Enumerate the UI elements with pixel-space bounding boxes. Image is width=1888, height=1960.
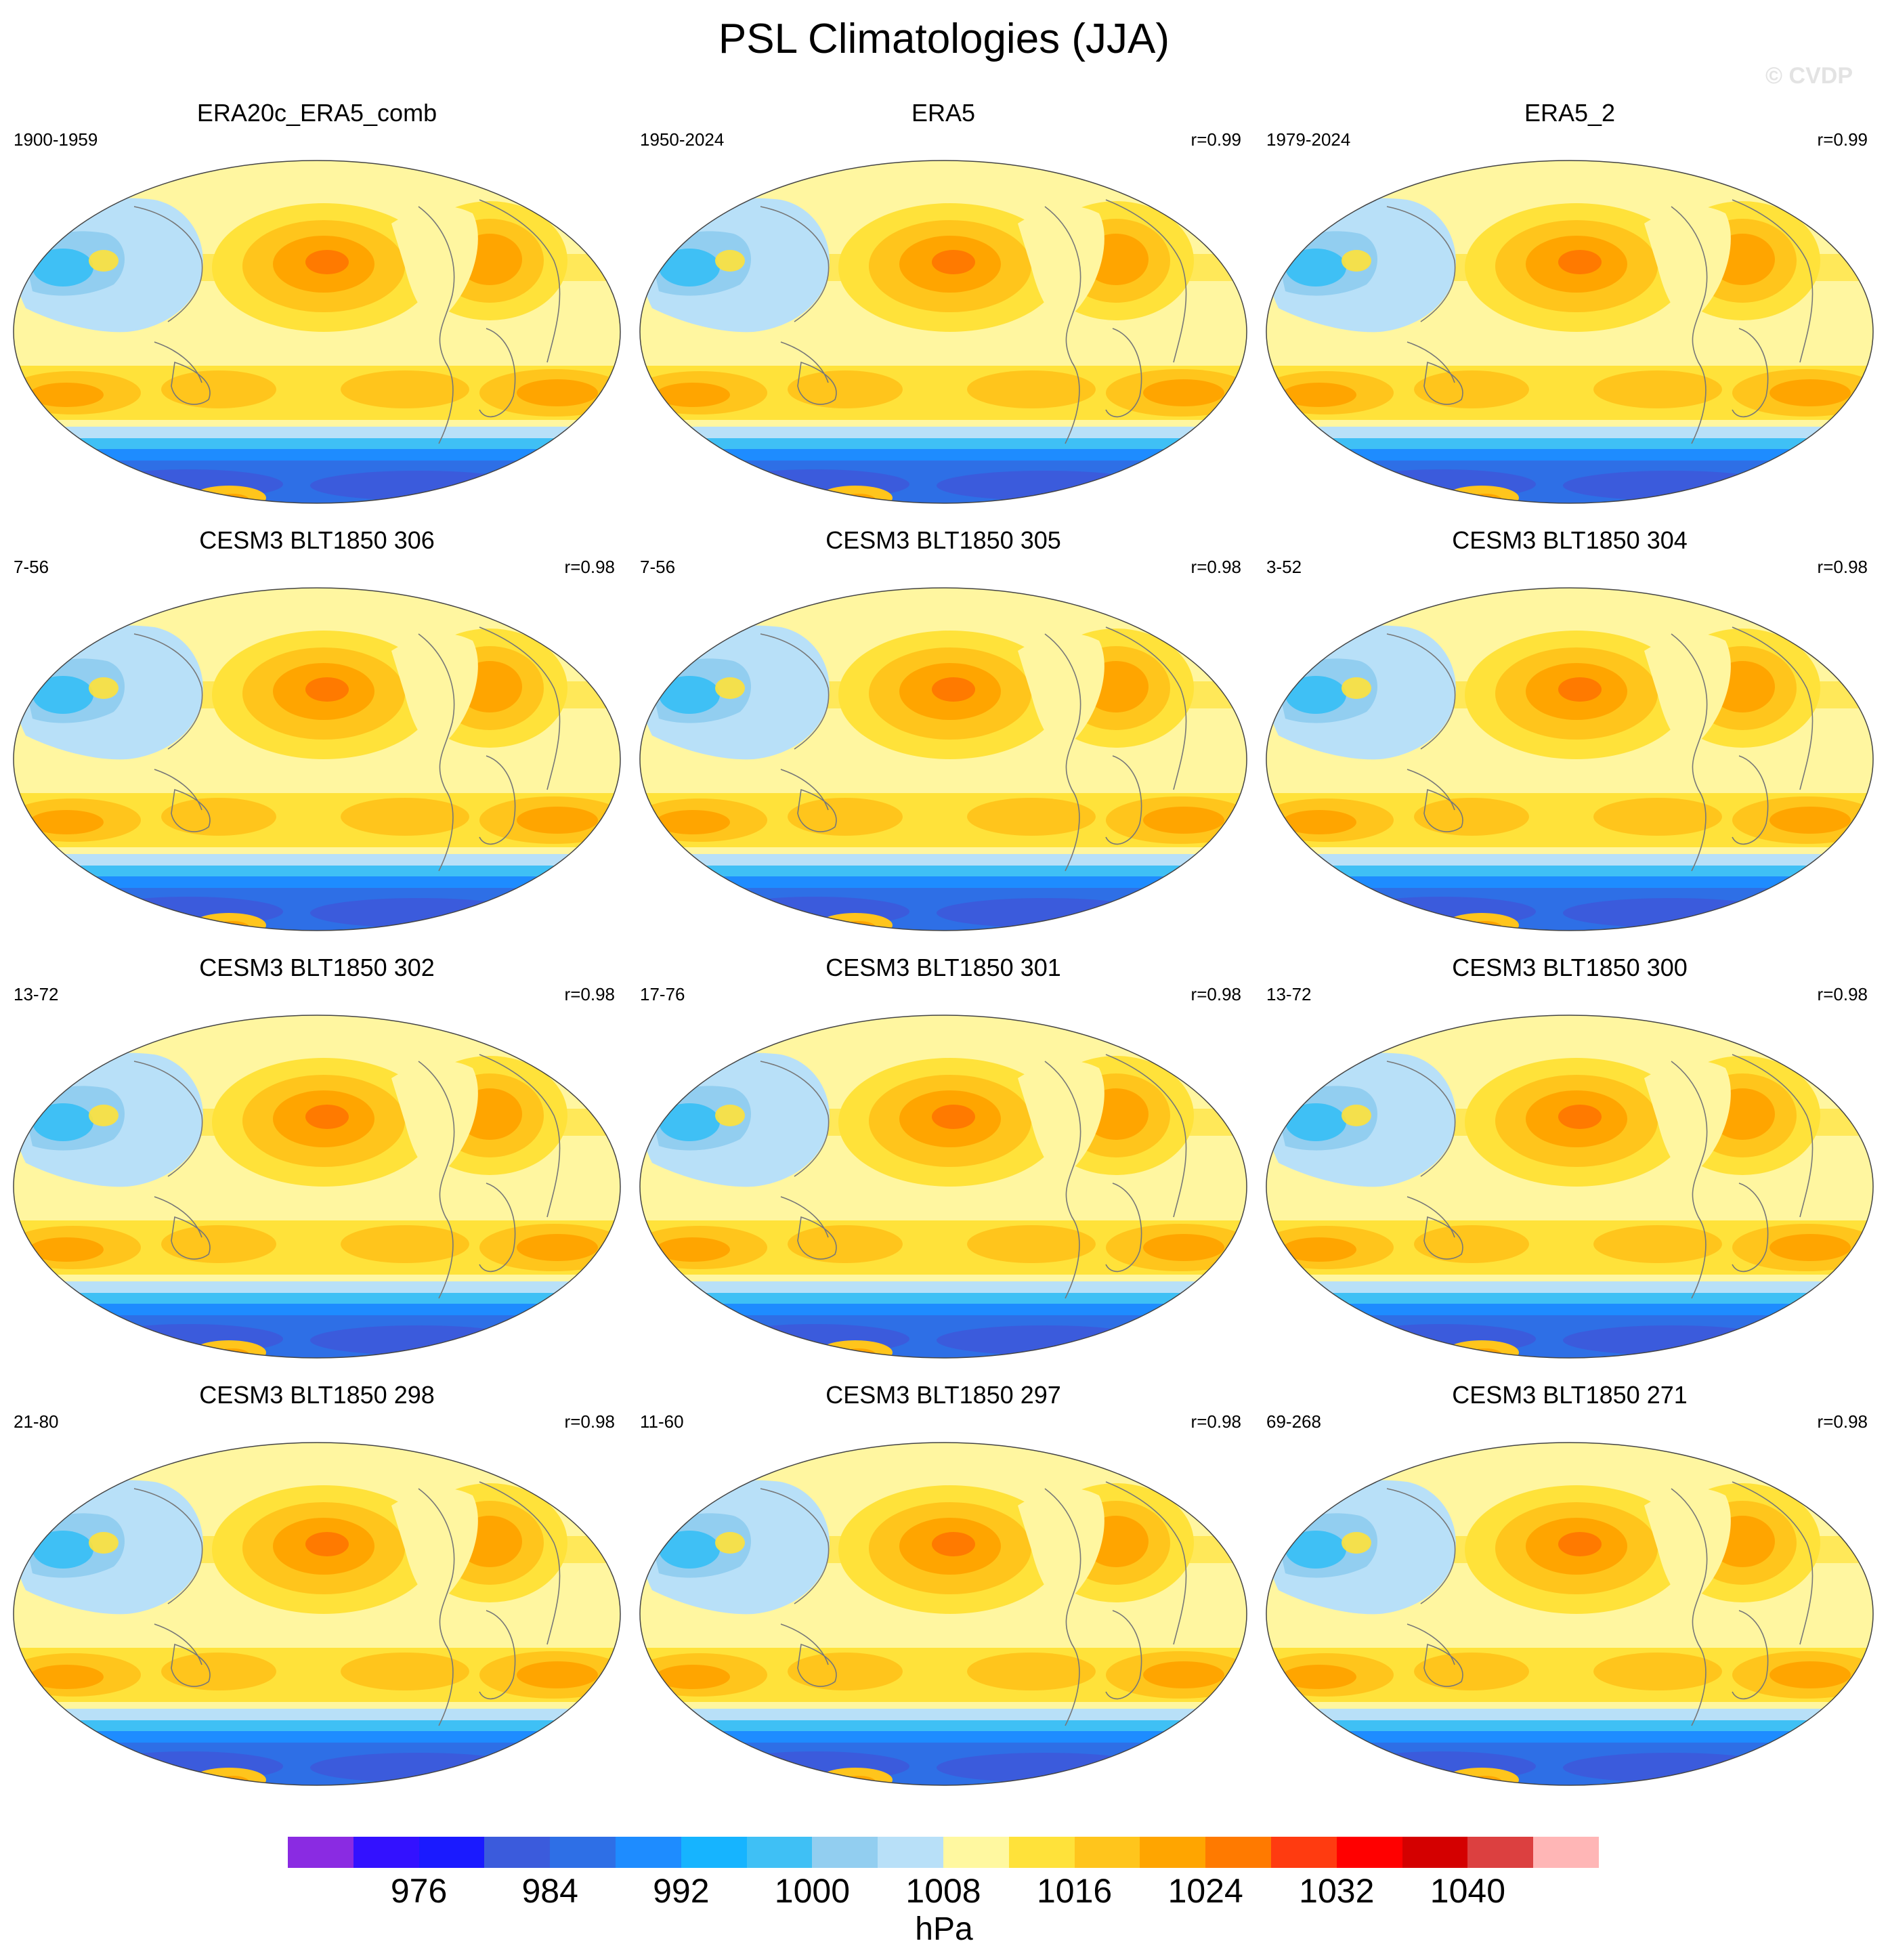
map-panel: CESM3 BLT1850 298 21-80 r=0.98	[12, 1380, 622, 1787]
colorbar-swatch	[878, 1837, 944, 1868]
map-panel: CESM3 BLT1850 302 13-72 r=0.98	[12, 953, 622, 1359]
panel-period: 21-80	[14, 1411, 59, 1432]
colorbar-swatch	[746, 1837, 813, 1868]
panel-correlation: r=0.98	[1817, 984, 1868, 1004]
colorbar-tick-label: 1040	[1430, 1872, 1506, 1910]
colorbar-swatch	[1402, 1837, 1468, 1868]
panel-title: ERA5	[911, 99, 976, 127]
colorbar-swatch	[484, 1837, 551, 1868]
psl-map	[13, 160, 621, 504]
panel-period: 1900-1959	[14, 129, 98, 150]
map-panel: CESM3 BLT1850 306 7-56 r=0.98	[12, 526, 622, 932]
colorbar-swatch	[812, 1837, 878, 1868]
colorbar-swatch	[1533, 1837, 1600, 1868]
psl-map	[1266, 160, 1874, 504]
colorbar-swatch	[1140, 1837, 1206, 1868]
colorbar-tick-label: 1008	[905, 1872, 981, 1910]
psl-map	[1266, 1015, 1874, 1359]
panel-title: ERA5_2	[1524, 99, 1616, 127]
map-panel: ERA5_2 1979-2024 r=0.99	[1265, 98, 1874, 505]
panel-correlation: r=0.99	[1190, 129, 1241, 150]
colorbar-tick-label: 1032	[1299, 1872, 1375, 1910]
colorbar-swatch	[419, 1837, 485, 1868]
panel-correlation: r=0.98	[1190, 984, 1241, 1004]
map-panel: ERA20c_ERA5_comb 1900-1959	[12, 98, 622, 505]
panel-period: 17-76	[640, 984, 685, 1004]
panel-period: 3-52	[1266, 557, 1302, 577]
panel-correlation: r=0.98	[564, 557, 615, 577]
panel-correlation: r=0.98	[1817, 557, 1868, 577]
colorbar-units: hPa	[915, 1911, 973, 1947]
map-panel: CESM3 BLT1850 301 17-76 r=0.98	[639, 953, 1248, 1359]
panel-title: CESM3 BLT1850 271	[1452, 1381, 1688, 1409]
psl-map	[1266, 1442, 1874, 1786]
colorbar-swatch	[1467, 1837, 1534, 1868]
colorbar-swatch	[943, 1837, 1010, 1868]
colorbar-swatch	[616, 1837, 682, 1868]
map-panel: CESM3 BLT1850 304 3-52 r=0.98	[1265, 526, 1874, 932]
map-panel: CESM3 BLT1850 297 11-60 r=0.98	[639, 1380, 1248, 1787]
psl-map	[1266, 587, 1874, 931]
panel-correlation: r=0.98	[1817, 1411, 1868, 1432]
panel-period: 13-72	[14, 984, 59, 1004]
colorbar-swatch	[353, 1837, 420, 1868]
psl-map	[639, 1015, 1247, 1359]
panel-period: 13-72	[1266, 984, 1312, 1004]
panel-correlation: r=0.98	[564, 984, 615, 1004]
panel-title: CESM3 BLT1850 301	[825, 954, 1061, 981]
colorbar-swatch	[550, 1837, 616, 1868]
colorbar-tick-label: 992	[653, 1872, 710, 1910]
psl-map	[639, 587, 1247, 931]
psl-map	[639, 160, 1247, 504]
panel-period: 11-60	[640, 1411, 684, 1432]
colorbar-swatch	[1008, 1837, 1075, 1868]
panel-period: 7-56	[14, 557, 49, 577]
panel-title: CESM3 BLT1850 302	[199, 954, 435, 981]
colorbar-tick-label: 1024	[1167, 1872, 1243, 1910]
panel-correlation: r=0.99	[1817, 129, 1868, 150]
panel-period: 69-268	[1266, 1411, 1321, 1432]
map-panel: ERA5 1950-2024 r=0.99	[639, 98, 1248, 505]
panel-correlation: r=0.98	[1190, 557, 1241, 577]
colorbar-swatch	[288, 1837, 354, 1868]
panel-title: CESM3 BLT1850 297	[825, 1381, 1061, 1409]
colorbar	[288, 1837, 1600, 1868]
map-panel: CESM3 BLT1850 305 7-56 r=0.98	[639, 526, 1248, 932]
panel-period: 1979-2024	[1266, 129, 1351, 150]
panel-title: ERA20c_ERA5_comb	[196, 99, 437, 127]
panel-title: CESM3 BLT1850 306	[199, 526, 435, 554]
colorbar-tick-label: 976	[390, 1872, 448, 1910]
panel-period: 1950-2024	[640, 129, 725, 150]
panel-title: CESM3 BLT1850 298	[199, 1381, 435, 1409]
psl-map	[13, 587, 621, 931]
psl-map	[13, 1442, 621, 1786]
colorbar-tick-label: 984	[521, 1872, 578, 1910]
colorbar-swatch	[1074, 1837, 1140, 1868]
colorbar-swatch	[1336, 1837, 1403, 1868]
map-panel: CESM3 BLT1850 300 13-72 r=0.98	[1265, 953, 1874, 1359]
colorbar-swatch	[1271, 1837, 1337, 1868]
watermark: © CVDP	[1765, 63, 1853, 89]
colorbar-swatch	[1205, 1837, 1272, 1868]
psl-map	[13, 1015, 621, 1359]
panel-correlation: r=0.98	[564, 1411, 615, 1432]
figure-title: PSL Climatologies (JJA)	[718, 16, 1170, 62]
colorbar-labels: 976 984 992 1000 1008 1016 1024 1032 1040	[288, 1871, 1599, 1911]
colorbar-tick-label: 1000	[774, 1872, 851, 1910]
panel-period: 7-56	[640, 557, 676, 577]
panel-title: CESM3 BLT1850 304	[1452, 526, 1688, 554]
panel-title: CESM3 BLT1850 305	[825, 526, 1061, 554]
panel-title: CESM3 BLT1850 300	[1452, 954, 1688, 981]
map-panel: CESM3 BLT1850 271 69-268 r=0.98	[1265, 1380, 1874, 1787]
colorbar-swatch	[681, 1837, 748, 1868]
panel-correlation: r=0.98	[1190, 1411, 1241, 1432]
psl-map	[639, 1442, 1247, 1786]
colorbar-tick-label: 1016	[1036, 1872, 1113, 1910]
